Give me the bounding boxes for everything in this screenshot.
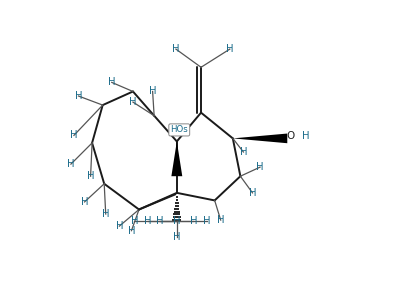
Text: H: H (190, 216, 197, 226)
Text: H: H (70, 130, 78, 140)
Text: H: H (173, 216, 180, 226)
Text: H: H (226, 44, 233, 54)
Polygon shape (233, 133, 287, 143)
Text: H: H (67, 159, 75, 169)
Text: H: H (256, 162, 264, 172)
Text: H: H (172, 44, 180, 54)
Text: H: H (131, 216, 138, 226)
Text: H: H (203, 216, 211, 226)
Text: HOs: HOs (171, 126, 188, 134)
Text: H: H (173, 232, 180, 242)
Text: H: H (156, 216, 164, 226)
Text: H: H (240, 147, 247, 157)
Text: H: H (75, 91, 82, 101)
Text: H: H (102, 209, 110, 219)
Text: H: H (87, 171, 94, 181)
Text: H: H (149, 86, 156, 96)
Text: H: H (249, 188, 256, 198)
Polygon shape (171, 141, 182, 176)
Text: H: H (144, 216, 152, 226)
Text: H: H (302, 131, 309, 141)
Text: H: H (128, 226, 135, 236)
Text: H: H (129, 97, 137, 107)
Text: H: H (116, 221, 123, 231)
Text: H: H (217, 215, 224, 225)
Text: H: H (81, 197, 88, 207)
Text: H: H (108, 78, 116, 87)
Text: O: O (287, 131, 295, 141)
